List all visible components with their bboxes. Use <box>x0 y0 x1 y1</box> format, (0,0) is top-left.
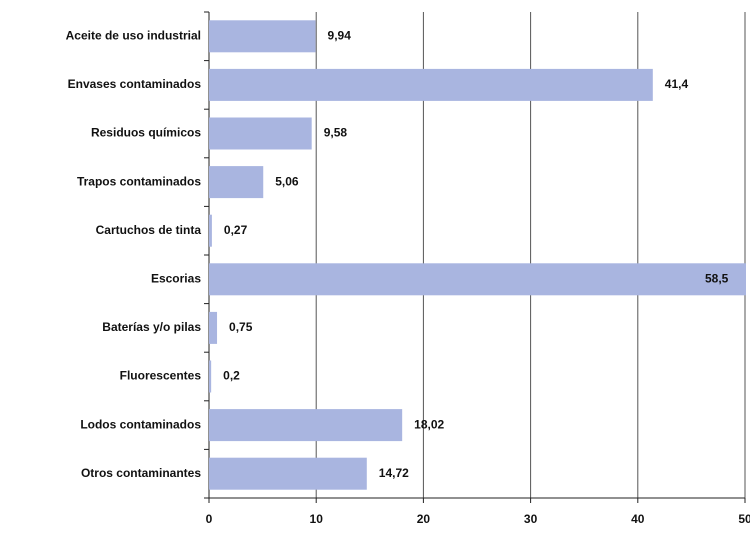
value-label: 9,94 <box>328 28 352 42</box>
category-label: Fluorescentes <box>120 369 202 383</box>
value-label: 14,72 <box>379 466 409 480</box>
value-label: 58,5 <box>705 271 729 285</box>
bar <box>209 20 316 53</box>
category-label: Baterías y/o pilas <box>102 320 201 334</box>
category-label: Aceite de uso industrial <box>66 28 201 42</box>
x-tick-label: 50 <box>738 512 750 526</box>
category-label: Residuos químicos <box>91 126 201 140</box>
value-label: 0,75 <box>229 320 253 334</box>
x-tick-label: 40 <box>631 512 645 526</box>
category-label: Envases contaminados <box>68 77 202 91</box>
bar <box>209 360 212 393</box>
bar <box>209 68 653 101</box>
x-tick-label: 0 <box>206 512 213 526</box>
bar <box>209 166 264 199</box>
category-label: Cartuchos de tinta <box>96 223 202 237</box>
value-label: 5,06 <box>275 174 299 188</box>
category-label: Otros contaminantes <box>81 466 201 480</box>
value-label: 9,58 <box>324 126 348 140</box>
bar <box>209 311 218 344</box>
value-label: 0,27 <box>224 223 248 237</box>
value-label: 0,2 <box>223 369 240 383</box>
category-label: Escorias <box>151 271 201 285</box>
bar <box>209 214 212 247</box>
bar <box>209 263 746 296</box>
bars <box>209 20 746 490</box>
value-label: 18,02 <box>414 417 444 431</box>
category-label: Trapos contaminados <box>77 174 201 188</box>
labels: 0 10 20 30 40 50 Aceite de uso industrial 9,94 E… <box>66 28 750 526</box>
x-tick-label: 20 <box>417 512 431 526</box>
bar <box>209 457 367 490</box>
value-label: 41,4 <box>665 77 689 91</box>
bar <box>209 409 403 442</box>
x-tick-label: 10 <box>310 512 324 526</box>
category-label: Lodos contaminados <box>80 417 201 431</box>
bar <box>209 117 312 150</box>
x-tick-label: 30 <box>524 512 538 526</box>
